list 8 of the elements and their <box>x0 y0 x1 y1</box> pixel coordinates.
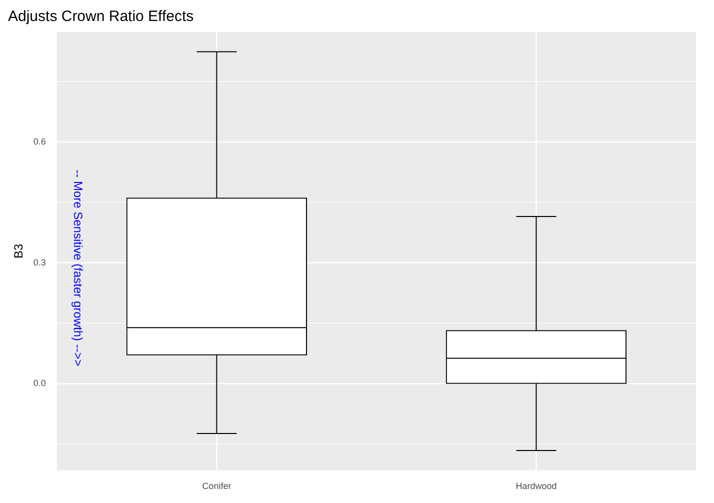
y-tick-label: 0.3 <box>33 257 46 268</box>
annotation: -- More Sensitive (faster growth) -->> <box>71 170 85 366</box>
y-axis-title: B3 <box>12 243 26 258</box>
x-tick-label: Conifer <box>202 481 232 492</box>
y-tick-label: 0.0 <box>33 378 46 388</box>
y-tick-label: 0.6 <box>33 136 46 146</box>
x-tick-label: Hardwood <box>516 481 557 492</box>
chart-title: Adjusts Crown Ratio Effects <box>8 8 194 26</box>
